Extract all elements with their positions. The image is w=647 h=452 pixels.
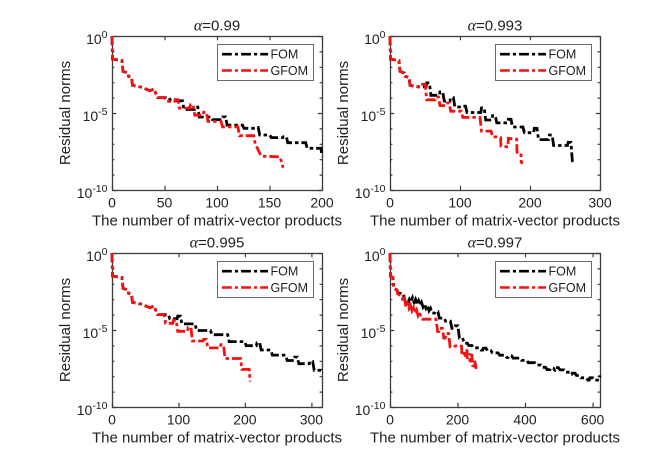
svg-text:200: 200 [446, 412, 470, 428]
svg-text:200: 200 [518, 195, 542, 211]
svg-text:Residual norms: Residual norms [57, 61, 74, 165]
svg-text:GFOM: GFOM [271, 64, 309, 78]
svg-text:FOM: FOM [549, 265, 577, 279]
svg-text:600: 600 [581, 412, 605, 428]
svg-text:GFOM: GFOM [549, 64, 587, 78]
svg-text:α=0.997: α=0.997 [468, 235, 523, 252]
svg-text:0: 0 [386, 195, 394, 211]
svg-text:400: 400 [513, 412, 537, 428]
svg-text:The number of matrix-vector pr: The number of matrix-vector products [370, 430, 620, 447]
svg-text:α=0.99: α=0.99 [194, 18, 240, 35]
svg-text:0: 0 [108, 195, 116, 211]
svg-text:FOM: FOM [271, 265, 299, 279]
svg-text:The number of matrix-vector pr: The number of matrix-vector products [92, 430, 342, 447]
svg-text:0: 0 [108, 412, 116, 428]
svg-text:Residual norms: Residual norms [335, 61, 352, 165]
svg-text:Residual norms: Residual norms [57, 278, 74, 382]
svg-text:100: 100 [167, 412, 191, 428]
svg-text:α=0.995: α=0.995 [190, 235, 245, 252]
svg-text:50: 50 [157, 195, 173, 211]
svg-text:150: 150 [258, 195, 282, 211]
svg-text:α=0.993: α=0.993 [468, 18, 523, 35]
svg-text:0: 0 [386, 412, 394, 428]
svg-text:FOM: FOM [271, 48, 299, 62]
svg-text:The number of matrix-vector pr: The number of matrix-vector products [92, 213, 342, 230]
svg-text:200: 200 [310, 195, 334, 211]
svg-text:300: 300 [300, 412, 324, 428]
svg-text:The number of matrix-vector pr: The number of matrix-vector products [370, 213, 620, 230]
svg-text:100: 100 [205, 195, 229, 211]
svg-text:300: 300 [588, 195, 612, 211]
svg-text:100: 100 [448, 195, 472, 211]
svg-text:200: 200 [233, 412, 257, 428]
svg-text:Residual norms: Residual norms [335, 278, 352, 382]
svg-text:FOM: FOM [549, 48, 577, 62]
svg-text:GFOM: GFOM [549, 281, 587, 295]
svg-text:GFOM: GFOM [271, 281, 309, 295]
